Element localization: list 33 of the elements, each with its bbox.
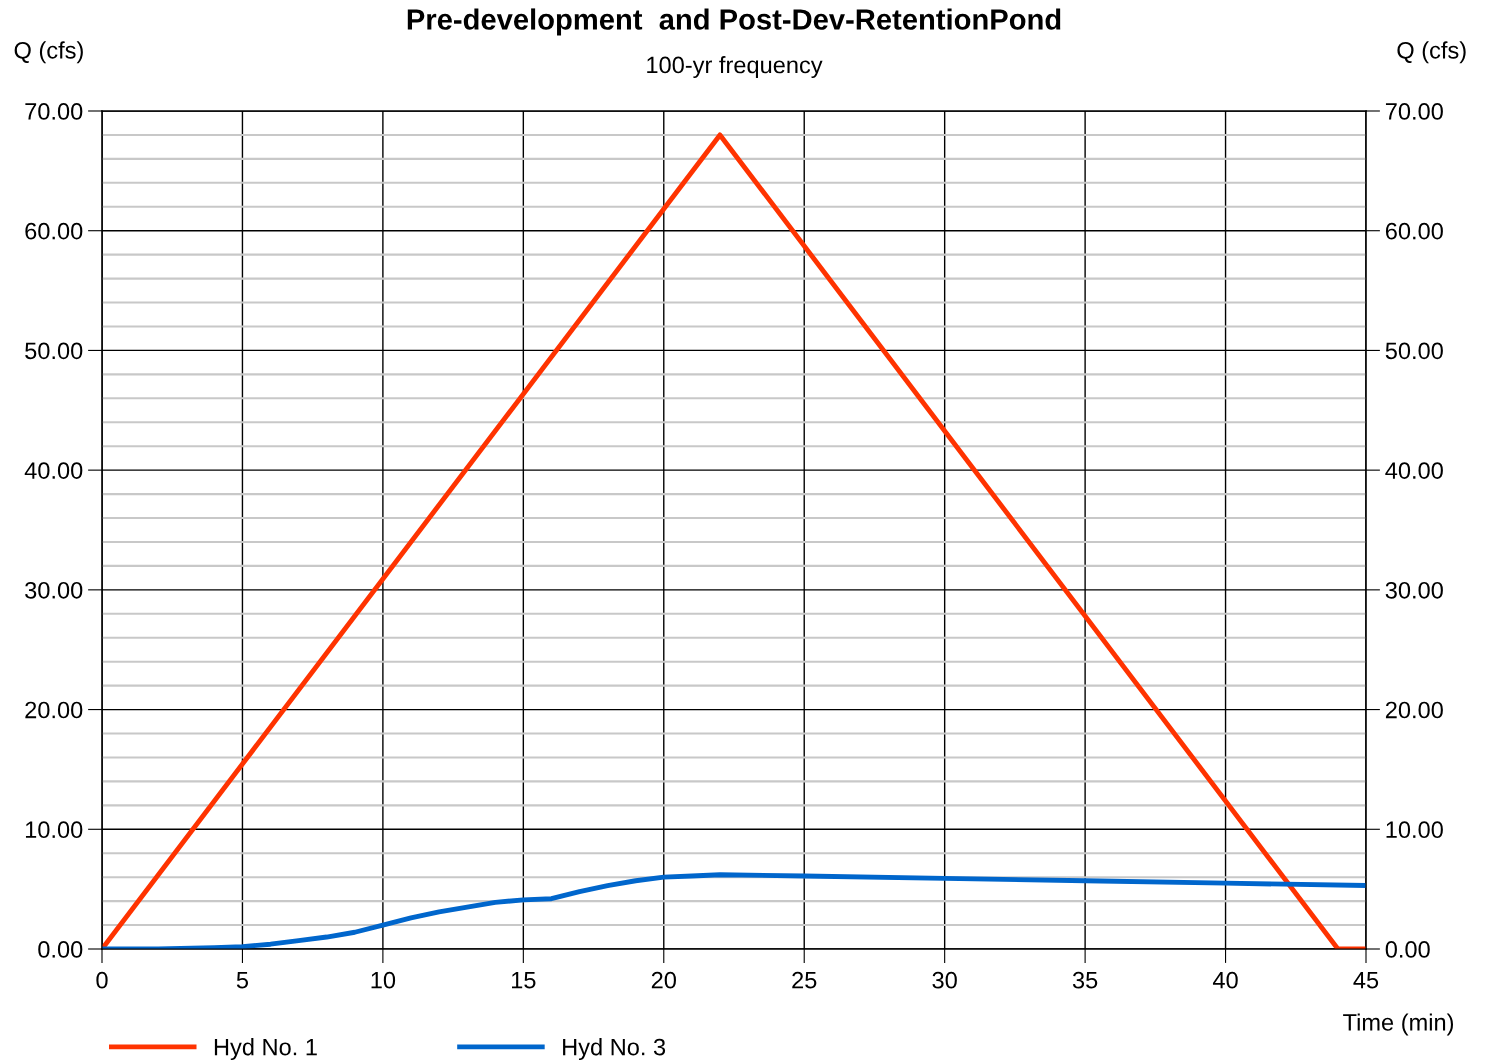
x-tick-label: 40 (1212, 971, 1238, 989)
y2-tick-label: 40.00 (1385, 462, 1443, 479)
y2-tick-label: 20.00 (1385, 701, 1443, 719)
x-tick-label: 0 (96, 971, 108, 989)
chart-subtitle: 100-yr frequency (647, 56, 823, 79)
y-tick-label: 70.00 (25, 103, 83, 120)
x-tick-label: 5 (236, 972, 249, 989)
y-tick-label: 30.00 (25, 581, 83, 599)
y2-tick-label: 0.00 (1385, 941, 1430, 958)
x-tick-label: 45 (1353, 972, 1379, 989)
y-tick-label: 60.00 (25, 222, 83, 240)
legend-label: Hyd No. 1 (214, 1038, 317, 1061)
y2-tick-label: 50.00 (1385, 342, 1443, 360)
x-tick-label: 30 (932, 971, 957, 989)
y2-axis-title: Q (cfs) (1397, 41, 1466, 64)
y-tick-label: 0.00 (38, 941, 83, 958)
x-tick-label: 20 (651, 971, 676, 989)
y-tick-label: 50.00 (25, 342, 83, 360)
y-tick-label: 10.00 (25, 821, 83, 839)
y2-tick-label: 10.00 (1386, 821, 1443, 839)
x-tick-label: 10 (371, 971, 396, 989)
y-axis-title: Q (cfs) (14, 41, 83, 64)
x-tick-label: 15 (512, 972, 536, 989)
legend-label: Hyd No. 3 (563, 1038, 666, 1061)
y-tick-label: 20.00 (25, 701, 83, 719)
y2-tick-label: 60.00 (1385, 222, 1443, 240)
x-tick-label: 25 (792, 971, 817, 989)
x-tick-label: 35 (1072, 971, 1098, 989)
chart-title: Pre-development and Post-Dev-RetentionPond (407, 8, 1061, 36)
x-axis-title: Time (min) (1343, 1013, 1454, 1036)
y-tick-label: 40.00 (24, 462, 83, 479)
y2-tick-label: 30.00 (1385, 581, 1443, 599)
y2-tick-label: 70.00 (1385, 103, 1443, 120)
